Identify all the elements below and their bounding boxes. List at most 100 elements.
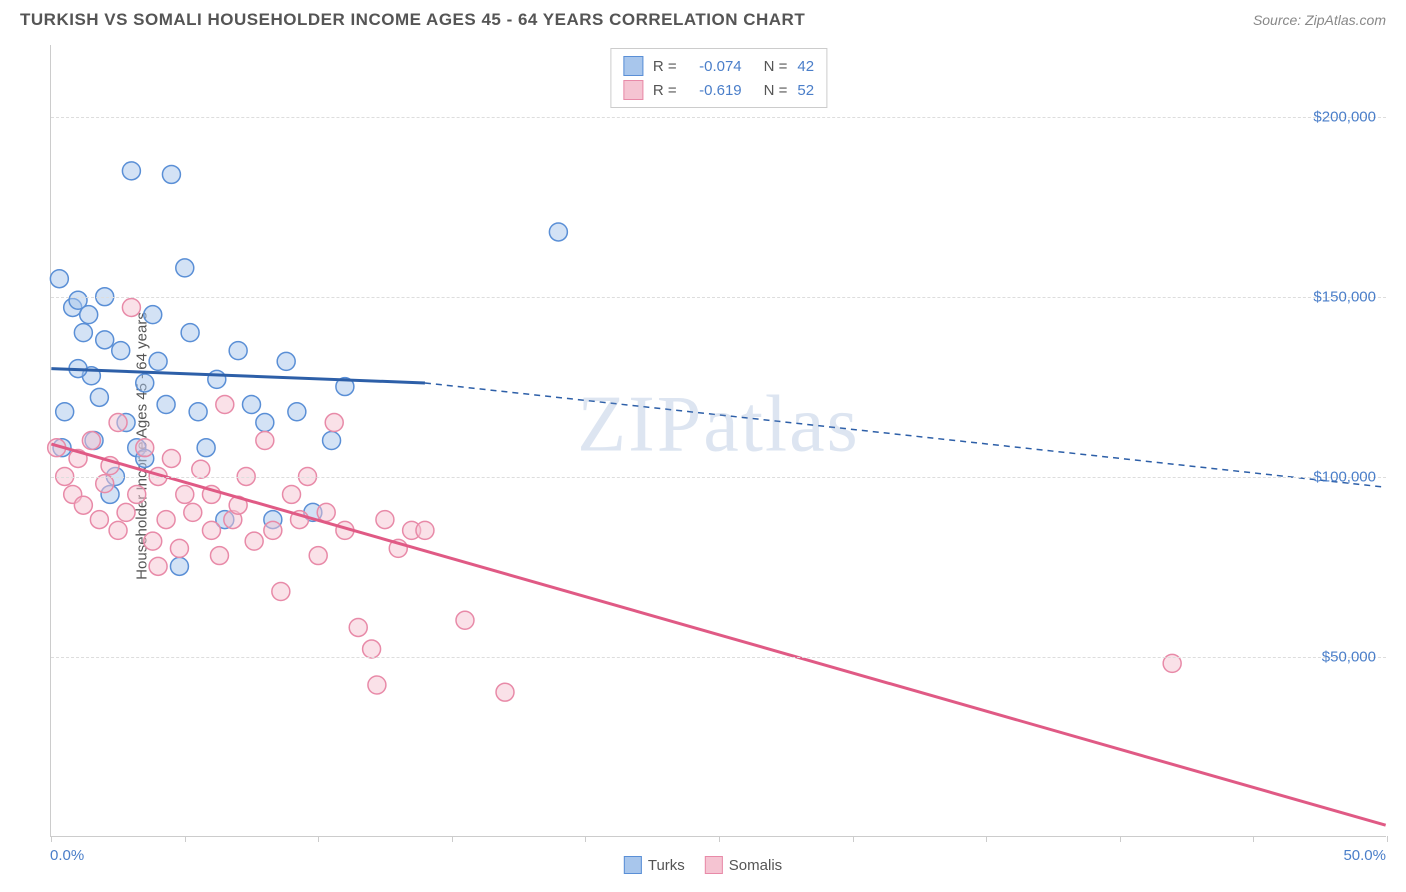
scatter-point	[243, 396, 261, 414]
x-tick	[719, 836, 720, 842]
corr-r-value: -0.619	[687, 82, 742, 99]
scatter-point	[117, 503, 135, 521]
scatter-point	[309, 547, 327, 565]
gridline	[51, 117, 1386, 118]
scatter-point	[256, 414, 274, 432]
scatter-point	[368, 676, 386, 694]
legend-swatch	[623, 80, 643, 100]
x-tick	[452, 836, 453, 842]
x-tick	[1387, 836, 1388, 842]
x-axis-max-label: 50.0%	[1343, 847, 1386, 864]
legend-swatch	[624, 856, 642, 874]
scatter-point	[197, 439, 215, 457]
scatter-point	[181, 324, 199, 342]
scatter-point	[323, 432, 341, 450]
gridline	[51, 657, 1386, 658]
scatter-point	[176, 259, 194, 277]
scatter-point	[202, 521, 220, 539]
y-tick-label: $200,000	[1313, 109, 1376, 126]
scatter-point	[162, 449, 180, 467]
scatter-point	[144, 532, 162, 550]
scatter-point	[74, 324, 92, 342]
corr-n-label: N =	[764, 82, 788, 99]
scatter-point	[96, 331, 114, 349]
y-tick-label: $150,000	[1313, 289, 1376, 306]
scatter-point	[176, 485, 194, 503]
x-tick	[585, 836, 586, 842]
scatter-point	[277, 352, 295, 370]
correlation-row: R =-0.074N =42	[623, 54, 814, 78]
trend-line-dashed	[425, 383, 1386, 487]
scatter-point	[149, 352, 167, 370]
scatter-point	[157, 396, 175, 414]
trend-line	[51, 444, 1385, 825]
scatter-point	[416, 521, 434, 539]
scatter-point	[189, 403, 207, 421]
scatter-point	[50, 270, 68, 288]
scatter-point	[122, 298, 140, 316]
corr-n-label: N =	[764, 58, 788, 75]
legend-swatch	[623, 56, 643, 76]
scatter-point	[80, 306, 98, 324]
scatter-point	[109, 521, 127, 539]
scatter-point	[245, 532, 263, 550]
scatter-point	[376, 511, 394, 529]
legend-swatch	[705, 856, 723, 874]
scatter-point	[283, 485, 301, 503]
series-legend: Turks Somalis	[624, 856, 782, 874]
trend-line	[51, 369, 425, 383]
scatter-point	[144, 306, 162, 324]
scatter-point	[229, 342, 247, 360]
chart-source: Source: ZipAtlas.com	[1253, 12, 1386, 28]
scatter-point	[162, 165, 180, 183]
scatter-point	[112, 342, 130, 360]
scatter-point	[210, 547, 228, 565]
legend-label: Turks	[648, 857, 685, 874]
scatter-point	[325, 414, 343, 432]
x-tick	[318, 836, 319, 842]
legend-item: Somalis	[705, 856, 782, 874]
scatter-point	[184, 503, 202, 521]
x-tick	[185, 836, 186, 842]
correlation-row: R =-0.619N =52	[623, 78, 814, 102]
gridline	[51, 477, 1386, 478]
corr-r-value: -0.074	[687, 58, 742, 75]
gridline	[51, 297, 1386, 298]
x-tick	[1120, 836, 1121, 842]
x-tick	[986, 836, 987, 842]
scatter-point	[136, 374, 154, 392]
scatter-point	[74, 496, 92, 514]
scatter-point	[317, 503, 335, 521]
x-tick	[853, 836, 854, 842]
scatter-point	[157, 511, 175, 529]
scatter-point	[208, 370, 226, 388]
scatter-point	[90, 388, 108, 406]
y-tick-label: $50,000	[1322, 649, 1376, 666]
chart-title: TURKISH VS SOMALI HOUSEHOLDER INCOME AGE…	[20, 10, 805, 30]
scatter-point	[349, 618, 367, 636]
scatter-point	[496, 683, 514, 701]
corr-r-label: R =	[653, 58, 677, 75]
scatter-point	[272, 583, 290, 601]
legend-item: Turks	[624, 856, 685, 874]
chart-plot-area: ZIPatlas R =-0.074N =42R =-0.619N =52 $5…	[50, 45, 1386, 837]
scatter-point	[149, 557, 167, 575]
scatter-point	[170, 539, 188, 557]
scatter-point	[136, 439, 154, 457]
x-tick	[51, 836, 52, 842]
scatter-point	[56, 403, 74, 421]
correlation-legend: R =-0.074N =42R =-0.619N =52	[610, 48, 827, 108]
scatter-point	[549, 223, 567, 241]
y-tick-label: $100,000	[1313, 469, 1376, 486]
scatter-point	[456, 611, 474, 629]
scatter-point	[216, 396, 234, 414]
legend-label: Somalis	[729, 857, 782, 874]
scatter-plot-svg	[51, 45, 1386, 836]
corr-n-value: 52	[797, 82, 814, 99]
scatter-point	[122, 162, 140, 180]
scatter-point	[288, 403, 306, 421]
x-axis-min-label: 0.0%	[50, 847, 84, 864]
scatter-point	[90, 511, 108, 529]
scatter-point	[264, 521, 282, 539]
scatter-point	[109, 414, 127, 432]
